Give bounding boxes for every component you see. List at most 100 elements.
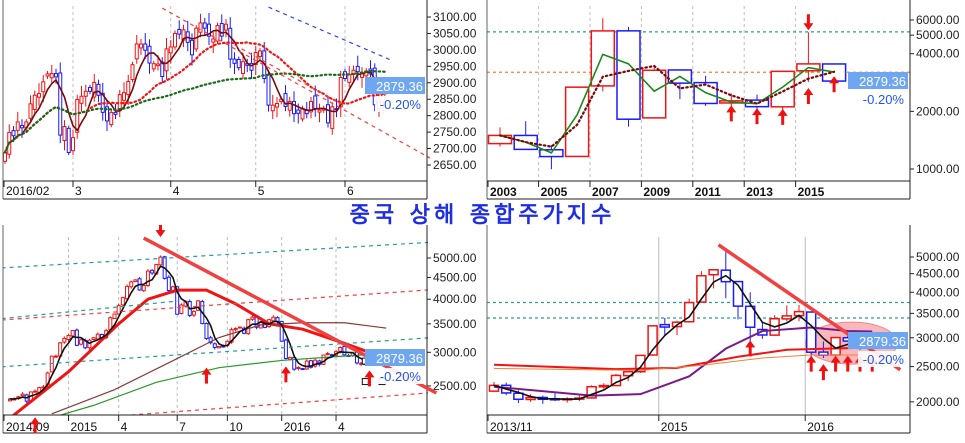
candle-body <box>215 25 220 42</box>
candle <box>15 111 20 139</box>
candle-body <box>283 339 288 359</box>
moving-average-line <box>3 70 389 154</box>
x-tick-label: 4 <box>121 420 128 434</box>
candle <box>237 326 242 329</box>
candle-body <box>744 305 756 329</box>
last-price-badge <box>848 332 908 349</box>
y-tick-label: 6000.00 <box>916 13 960 27</box>
candle-body <box>224 23 228 31</box>
yearly-chart: 2003 2005 2007 2009 2011 2013 2015 6000.005000.… <box>486 0 960 200</box>
candle-body <box>125 285 130 300</box>
candle <box>79 338 84 346</box>
candle-body <box>92 81 97 98</box>
candle <box>326 96 330 128</box>
candle-body <box>233 328 238 331</box>
candle <box>105 100 109 132</box>
candle <box>219 14 224 42</box>
candle-body <box>241 61 245 74</box>
candle <box>250 315 255 321</box>
candle-body <box>229 329 234 343</box>
candle <box>53 354 58 358</box>
arrow-up-icon <box>829 76 840 93</box>
y-tick-label: 2650.00 <box>433 158 477 172</box>
candle <box>88 84 92 95</box>
candle-body <box>204 322 209 340</box>
last-price-badge <box>365 77 425 94</box>
candle <box>309 96 313 119</box>
candle-body <box>208 337 213 344</box>
candle-body <box>708 269 719 276</box>
candle-body <box>54 73 58 78</box>
candle <box>62 120 67 151</box>
y-tick-label: 2750.00 <box>433 125 477 139</box>
candle <box>659 317 671 336</box>
candle-body <box>45 73 50 77</box>
candle-body <box>37 93 41 98</box>
candle <box>145 269 150 288</box>
candle-body <box>134 43 139 60</box>
arrow-up-icon <box>30 417 41 434</box>
candle-body <box>211 38 216 43</box>
candle <box>134 35 139 64</box>
candle-body <box>113 111 118 115</box>
moving-average-line <box>58 352 387 415</box>
last-price-value: 2879.36 <box>376 79 423 94</box>
candle <box>224 19 228 38</box>
candle-body <box>219 23 224 37</box>
monthly-chart: 2013/11 2015 2016 5000.00 4500.00 4000.00 3500… <box>486 225 960 434</box>
candle-body <box>616 30 641 120</box>
x-tick-label: 2011 <box>695 185 721 199</box>
candle-body <box>236 58 241 69</box>
x-tick-label: 4 <box>338 420 345 434</box>
candle <box>696 271 707 303</box>
candle <box>185 20 190 52</box>
candle-body <box>62 337 67 343</box>
candle-body <box>173 32 177 48</box>
x-tick-label: 10 <box>229 420 243 434</box>
candle-body <box>75 99 80 133</box>
candle <box>116 303 121 315</box>
x-tick-label: 2009 <box>643 185 670 199</box>
candle <box>708 269 719 289</box>
candle-body <box>150 269 155 274</box>
candle-body <box>49 73 54 79</box>
candle <box>62 336 67 344</box>
candle <box>622 370 634 382</box>
moving-average-line <box>499 53 835 154</box>
candle-body <box>143 43 148 51</box>
candle <box>125 284 130 301</box>
candle <box>120 296 125 307</box>
candle <box>37 83 41 106</box>
x-tick-label: 2016 <box>284 420 311 434</box>
plot-area <box>487 237 910 415</box>
candle-body <box>696 274 707 303</box>
candle-body <box>304 360 309 370</box>
candle <box>83 84 88 107</box>
arrow-up-icon <box>280 366 291 383</box>
candle-body <box>202 22 207 29</box>
candle <box>139 39 143 55</box>
candle <box>91 337 96 341</box>
daily-chart: 2016/02 3 4 5 6 3100.00 3050.00 3000.00 2950.00 2… <box>2 0 477 200</box>
candle <box>143 33 148 60</box>
candle-body <box>91 337 96 340</box>
candle-body <box>321 354 326 365</box>
last-price-value: 2879.36 <box>859 74 906 89</box>
candle-body <box>71 137 75 152</box>
monthly-chart-panel: 2013/11 2015 2016 5000.00 4500.00 4000.00 3500… <box>482 225 965 438</box>
candle <box>598 383 610 389</box>
y-tick-label: 3100.00 <box>433 10 477 24</box>
y-tick-label: 2900.00 <box>433 76 477 90</box>
candle <box>232 52 237 75</box>
candle <box>258 47 262 60</box>
candle-body <box>177 28 182 35</box>
trendline <box>3 300 178 320</box>
moving-average-line <box>493 354 873 371</box>
y-tick-label: 2700.00 <box>433 142 477 156</box>
candle <box>300 368 305 371</box>
candle-body <box>781 315 793 320</box>
trendline <box>161 7 431 159</box>
moving-average-line <box>11 288 387 415</box>
candle <box>198 13 203 38</box>
candle-body <box>83 90 88 97</box>
